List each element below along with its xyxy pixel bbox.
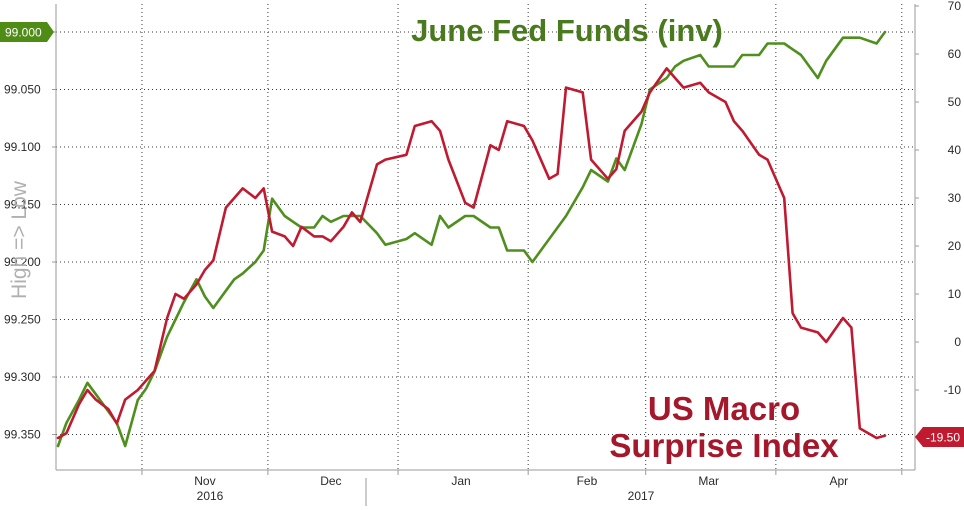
last-value-fed: 99.000 — [5, 26, 42, 40]
title-fed-funds: June Fed Funds (inv) — [411, 13, 723, 48]
left-tick-label: 99.200 — [4, 255, 41, 269]
series-line-fed-funds — [56, 30, 887, 448]
left-tick-label: 99.250 — [4, 313, 41, 327]
x-tick-label: Jan — [451, 474, 470, 488]
left-tick-label: 99.100 — [4, 140, 41, 154]
right-tick-label: 60 — [948, 47, 962, 61]
right-tick-label: 20 — [948, 239, 962, 253]
right-tick-label: 30 — [948, 191, 962, 205]
left-tick-label: 99.350 — [4, 428, 41, 442]
last-value-badge-fed: 99.000 — [0, 22, 54, 42]
left-tick-label: 99.150 — [4, 198, 41, 212]
x-tick-label: Nov — [194, 474, 215, 488]
x-tick-label: Mar — [698, 474, 719, 488]
right-tick-label: 40 — [948, 143, 962, 157]
title-macro-line1: US Macro — [648, 390, 800, 427]
left-tick-label: 99.050 — [4, 83, 41, 97]
title-macro-line2: Surprise Index — [609, 427, 839, 464]
x-tick-label: Apr — [829, 474, 848, 488]
left-axis-label: High => Low — [8, 180, 31, 299]
series-line-macro-surprise — [56, 67, 887, 440]
last-value-macro: -19.50 — [926, 431, 960, 445]
right-tick-label: 50 — [948, 95, 962, 109]
x-tick-label: Feb — [577, 474, 598, 488]
right-tick-label: 10 — [948, 287, 962, 301]
right-tick-label: -10 — [944, 383, 962, 397]
right-tick-label: 70 — [948, 0, 962, 13]
right-tick-label: 0 — [954, 335, 961, 349]
last-value-badge-macro: -19.50 — [915, 427, 964, 447]
left-tick-label: 99.300 — [4, 370, 41, 384]
year-label-2017: 2017 — [628, 489, 655, 503]
year-label-2016: 2016 — [197, 489, 224, 503]
x-tick-label: Dec — [320, 474, 341, 488]
